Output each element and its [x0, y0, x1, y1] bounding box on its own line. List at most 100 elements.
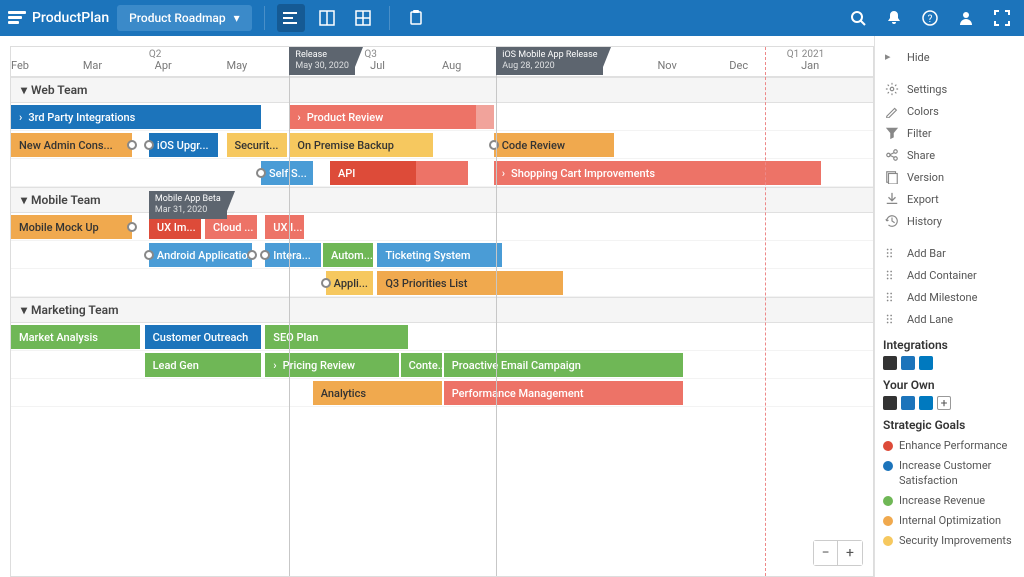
roadmap-bar[interactable]: Analytics	[313, 381, 442, 405]
roadmap-bar[interactable]: Ticketing System	[377, 243, 502, 267]
integration-icons	[883, 356, 1016, 370]
bar-label: Conte...	[409, 359, 442, 372]
roadmap-bar[interactable]: Conte...	[401, 353, 442, 377]
goal-item[interactable]: Increase Revenue	[883, 491, 1016, 511]
timeline-row: Appli...Q3 Priorities List	[11, 269, 873, 297]
view-table-button[interactable]	[349, 4, 377, 32]
roadmap-select[interactable]: Product Roadmap ▾	[117, 5, 252, 31]
github-icon[interactable]	[883, 396, 897, 410]
side-add-lane-button[interactable]: Add Lane	[883, 308, 1016, 330]
roadmap-bar[interactable]: Customer Outreach	[145, 325, 261, 349]
bar-label: Market Analysis	[19, 331, 98, 344]
side-filter-button[interactable]: Filter	[883, 122, 1016, 144]
month-label: Jul	[370, 47, 442, 76]
roadmap-bar[interactable]: Market Analysis	[11, 325, 140, 349]
lane-header[interactable]: ▾ Mobile Team	[11, 187, 873, 213]
milestone-flag[interactable]: Mobile App BetaMar 31, 2020	[149, 191, 227, 219]
side-version-button[interactable]: Version	[883, 166, 1016, 188]
goal-item[interactable]: Internal Optimization	[883, 511, 1016, 531]
roadmap-bar[interactable]: UX Im...	[149, 215, 201, 239]
connector-icon	[321, 278, 331, 288]
connector-icon	[127, 222, 137, 232]
zoom-in-button[interactable]: +	[838, 541, 862, 565]
yourown-head: Your Own	[883, 378, 1016, 392]
chevron-down-icon: ▾	[21, 193, 27, 207]
clipboard-button[interactable]	[402, 4, 430, 32]
side-label: Export	[907, 193, 939, 206]
roadmap-bar[interactable]: Proactive Email Campaign	[444, 353, 684, 377]
lane-header[interactable]: ▾ Web Team	[11, 77, 873, 103]
chevron-right-icon: ›	[297, 111, 300, 124]
goal-label: Increase Customer Satisfaction	[899, 459, 1016, 488]
roadmap-bar[interactable]: Appli...	[326, 271, 373, 295]
roadmap-bar[interactable]: On Premise Backup	[289, 133, 433, 157]
roadmap-bar[interactable]: Cloud ...	[205, 215, 257, 239]
roadmap-bar[interactable]: Lead Gen	[145, 353, 261, 377]
side-label: Settings	[907, 83, 947, 96]
roadmap-bar[interactable]: ›Pricing Review	[265, 353, 399, 377]
roadmap-bar[interactable]: ›3rd Party Integrations	[11, 105, 261, 129]
search-button[interactable]	[844, 4, 872, 32]
github-icon[interactable]	[883, 356, 897, 370]
hide-panel-button[interactable]: ▸Hide	[883, 46, 1016, 68]
roadmap-bar[interactable]: Performance Management	[444, 381, 684, 405]
view-board-button[interactable]	[313, 4, 341, 32]
side-label: Share	[907, 149, 935, 162]
side-add-container-button[interactable]: Add Container	[883, 264, 1016, 286]
roadmap-bar[interactable]: API	[330, 161, 416, 185]
bar-label: Securit...	[235, 139, 279, 152]
roadmap-bar[interactable]: iOS Upgr...	[149, 133, 218, 157]
goal-item[interactable]: Increase Customer Satisfaction	[883, 456, 1016, 491]
bar-label: Lead Gen	[153, 359, 199, 372]
side-settings-button[interactable]: Settings	[883, 78, 1016, 100]
quarter-label: Q2	[149, 49, 162, 60]
trello-icon[interactable]	[919, 396, 933, 410]
fullscreen-button[interactable]	[988, 4, 1016, 32]
roadmap-bar[interactable]: Mobile Mock Up	[11, 215, 132, 239]
trello-icon[interactable]	[919, 356, 933, 370]
roadmap-bar[interactable]: Intera...	[265, 243, 321, 267]
roadmap-bar[interactable]: Autom...	[323, 243, 373, 267]
zoom-out-button[interactable]: −	[814, 541, 838, 565]
roadmap-bar-tail[interactable]	[416, 161, 468, 185]
jira-icon[interactable]	[901, 356, 915, 370]
roadmap-bar[interactable]: Self S...	[261, 161, 313, 185]
side-share-button[interactable]: Share	[883, 144, 1016, 166]
logo[interactable]: ProductPlan	[8, 10, 109, 26]
roadmap-name: Product Roadmap	[129, 11, 226, 25]
connector-icon	[127, 140, 137, 150]
goal-dot-icon	[883, 516, 893, 526]
lane-header[interactable]: ▾ Marketing Team	[11, 297, 873, 323]
bar-label: 3rd Party Integrations	[28, 111, 135, 124]
side-colors-button[interactable]: Colors	[883, 100, 1016, 122]
notifications-button[interactable]	[880, 4, 908, 32]
roadmap-bar[interactable]: New Admin Cons...	[11, 133, 132, 157]
roadmap-bar[interactable]: SEO Plan	[265, 325, 407, 349]
add-integration-button[interactable]: +	[937, 396, 951, 410]
help-button[interactable]: ?	[916, 4, 944, 32]
milestone-flag[interactable]: ReleaseMay 30, 2020	[289, 47, 355, 75]
side-add-bar-button[interactable]: Add Bar	[883, 242, 1016, 264]
timeline-main: FebMarAprMayJunJulAugSepOctNovDecJanQ2Q3…	[0, 36, 874, 577]
roadmap-bar[interactable]: UX I...	[265, 215, 304, 239]
side-add-milestone-button[interactable]: Add Milestone	[883, 286, 1016, 308]
goal-item[interactable]: Enhance Performance	[883, 436, 1016, 456]
caret-down-icon: ▾	[234, 11, 240, 25]
side-history-button[interactable]: History	[883, 210, 1016, 232]
grip-icon	[885, 290, 899, 304]
jira-icon[interactable]	[901, 396, 915, 410]
divider	[389, 6, 390, 30]
roadmap-bar[interactable]: Securit...	[227, 133, 287, 157]
user-button[interactable]	[952, 4, 980, 32]
side-export-button[interactable]: Export	[883, 188, 1016, 210]
roadmap-bar[interactable]: ›Shopping Cart Improvements	[494, 161, 822, 185]
side-label: Add Lane	[907, 313, 953, 326]
goal-item[interactable]: Security Improvements	[883, 531, 1016, 551]
roadmap-bar[interactable]: Q3 Priorities List	[377, 271, 562, 295]
roadmap-bar[interactable]: Code Review	[494, 133, 615, 157]
milestone-flag[interactable]: iOS Mobile App ReleaseAug 28, 2020	[496, 47, 603, 75]
roadmap-bar[interactable]: Android Application	[149, 243, 252, 267]
roadmap-bar[interactable]: ›Product Review	[289, 105, 476, 129]
roadmap-bar-tail[interactable]	[476, 105, 493, 129]
view-timeline-button[interactable]	[277, 4, 305, 32]
